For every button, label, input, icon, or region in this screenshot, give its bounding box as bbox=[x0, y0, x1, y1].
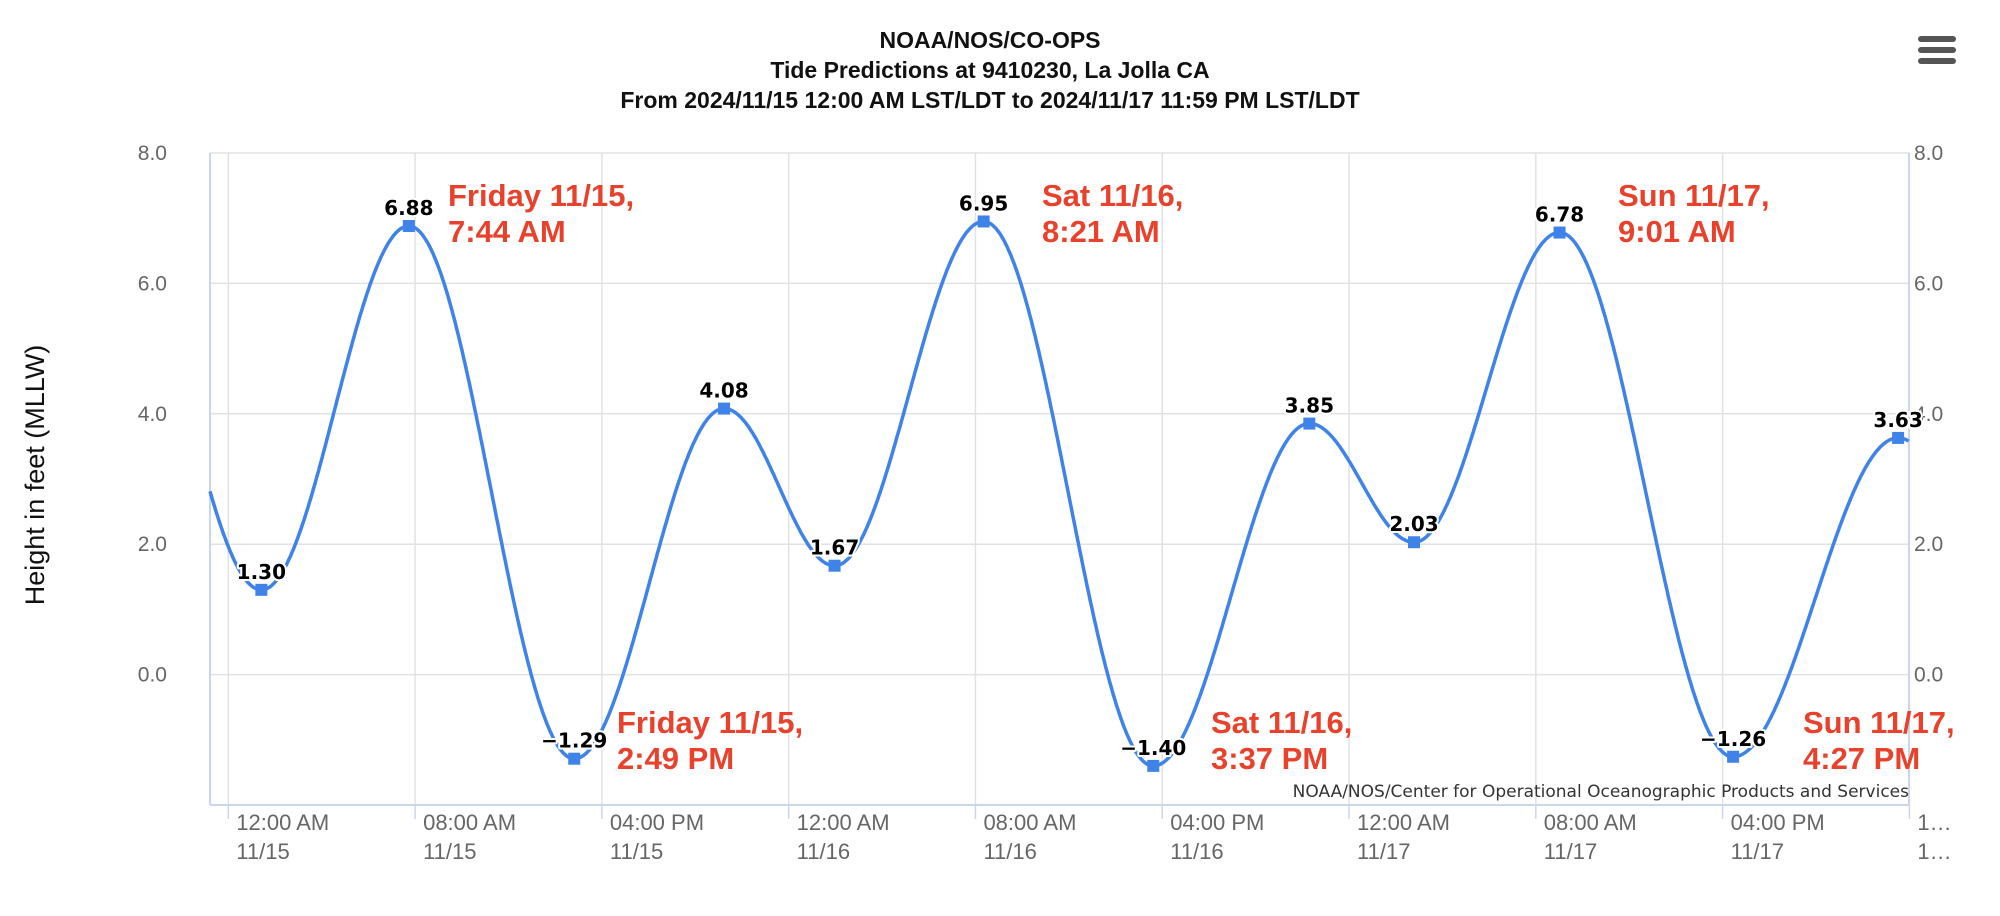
menu-bar bbox=[1918, 36, 1956, 42]
y-tick-label-right: 6.0 bbox=[1914, 272, 1943, 295]
annotation-time: 4:27 PM bbox=[1803, 741, 1920, 776]
tide-marker[interactable] bbox=[1303, 417, 1316, 430]
tide-data-label: −1.26 bbox=[1700, 727, 1766, 751]
x-tick-label-date: 11/15 bbox=[423, 839, 476, 864]
tide-marker[interactable] bbox=[1553, 226, 1566, 239]
y-tick-label-right: 4.0 bbox=[1914, 403, 1943, 426]
x-tick-label-date: 11/17 bbox=[1357, 839, 1410, 864]
x-tick-label-time: 08:00 AM bbox=[1544, 810, 1637, 835]
y-tick-label: 0.0 bbox=[138, 664, 167, 687]
y-axis-label: Height in feet (MLLW) bbox=[20, 345, 50, 606]
y-tick-label: 4.0 bbox=[138, 403, 167, 426]
x-tick-label-date: 11/17 bbox=[1544, 839, 1597, 864]
tide-marker[interactable] bbox=[828, 559, 841, 572]
tide-data-label: 1.67 bbox=[810, 536, 859, 560]
tide-data-label: 6.88 bbox=[384, 196, 433, 220]
chart-date-range: From 2024/11/15 12:00 AM LST/LDT to 2024… bbox=[620, 87, 1359, 113]
annotation-day: Sun 11/17, bbox=[1618, 178, 1770, 213]
tide-series-line bbox=[208, 219, 1910, 768]
chart-subtitle: Tide Predictions at 9410230, La Jolla CA bbox=[770, 57, 1209, 83]
x-tick-label-time: 12:00 AM bbox=[1357, 810, 1450, 835]
annotation-time: 8:21 AM bbox=[1042, 214, 1160, 249]
y-tick-labels-left: 8.0 6.0 4.0 2.0 0.0 bbox=[138, 142, 167, 687]
y-tick-label-right: 8.0 bbox=[1914, 142, 1943, 165]
tide-data-label: −1.40 bbox=[1120, 736, 1186, 760]
tide-marker[interactable] bbox=[255, 583, 268, 596]
tide-data-label: 4.08 bbox=[699, 379, 748, 403]
tide-marker[interactable] bbox=[718, 402, 731, 415]
menu-bar bbox=[1918, 47, 1956, 53]
grid-layer bbox=[210, 152, 1911, 805]
x-tick-label-time: 12:00 AM bbox=[236, 810, 329, 835]
x-tick-label-date: 11/16 bbox=[797, 839, 850, 864]
data-label-layer: 1.30 6.88 −1.29 4.08 1.67 6.95 −1.40 3.85 2.03 6.… bbox=[235, 189, 1925, 761]
hamburger-menu-icon[interactable] bbox=[1918, 36, 1956, 70]
tide-marker[interactable] bbox=[1408, 536, 1421, 549]
tide-data-label: 3.85 bbox=[1285, 394, 1334, 418]
tide-marker[interactable] bbox=[1892, 431, 1905, 444]
x-tick-label-time: 04:00 PM bbox=[610, 810, 704, 835]
annotation-time: 2:49 PM bbox=[617, 741, 734, 776]
annotation-time: 9:01 AM bbox=[1618, 214, 1736, 249]
annotation-day: Friday 11/15, bbox=[617, 705, 803, 740]
tide-marker[interactable] bbox=[977, 215, 990, 228]
x-tick-label-time: 04:00 PM bbox=[1170, 810, 1264, 835]
y-tick-labels-right: 8.0 6.0 4.0 2.0 0.0 bbox=[1914, 142, 1943, 687]
series-layer bbox=[208, 219, 1910, 768]
x-tick-label-date: 11/15 bbox=[236, 839, 289, 864]
tide-data-label: 3.63 bbox=[1873, 408, 1922, 432]
annotation-day: Friday 11/15, bbox=[448, 178, 634, 213]
tide-data-label: 2.03 bbox=[1389, 512, 1438, 536]
annotation-time: 7:44 AM bbox=[448, 214, 566, 249]
tide-marker[interactable] bbox=[1727, 750, 1740, 763]
y-tick-label-right: 0.0 bbox=[1914, 664, 1943, 687]
x-tick-label-date: 11/16 bbox=[1170, 839, 1223, 864]
menu-bar bbox=[1918, 58, 1956, 64]
y-tick-label: 6.0 bbox=[138, 272, 167, 295]
x-tick-label-time: 1… bbox=[1917, 810, 1951, 835]
chart-credits: NOAA/NOS/Center for Operational Oceanogr… bbox=[1293, 782, 1909, 802]
marker-layer bbox=[255, 215, 1905, 772]
tide-data-label: 6.78 bbox=[1535, 203, 1584, 227]
annotation-day: Sun 11/17, bbox=[1803, 705, 1955, 740]
x-tick-label-time: 08:00 AM bbox=[983, 810, 1076, 835]
y-tick-label: 2.0 bbox=[138, 533, 167, 556]
x-tick-labels: 12:00 AM 11/15 08:00 AM 11/15 04:00 PM 11/15 1… bbox=[236, 810, 1951, 864]
tide-data-label: −1.29 bbox=[541, 729, 607, 753]
chart-title: NOAA/NOS/CO-OPS bbox=[879, 27, 1100, 53]
y-tick-label: 8.0 bbox=[138, 142, 167, 165]
x-tick-label-date: 1… bbox=[1917, 839, 1951, 864]
y-tick-label-right: 2.0 bbox=[1914, 533, 1943, 556]
x-tick-label-time: 12:00 AM bbox=[797, 810, 890, 835]
annotation-day: Sat 11/16, bbox=[1042, 178, 1183, 213]
tide-marker[interactable] bbox=[402, 220, 415, 233]
x-tick-label-time: 08:00 AM bbox=[423, 810, 516, 835]
tide-data-label: 6.95 bbox=[959, 191, 1008, 215]
axis-layer bbox=[209, 153, 1911, 819]
x-tick-label-date: 11/17 bbox=[1731, 839, 1784, 864]
x-tick-label-date: 11/15 bbox=[610, 839, 663, 864]
tide-marker[interactable] bbox=[568, 752, 581, 765]
tide-marker[interactable] bbox=[1147, 759, 1160, 772]
tide-data-label: 1.30 bbox=[237, 560, 286, 584]
annotation-time: 3:37 PM bbox=[1211, 741, 1328, 776]
x-tick-label-time: 04:00 PM bbox=[1731, 810, 1825, 835]
x-tick-label-date: 11/16 bbox=[983, 839, 1036, 864]
annotation-day: Sat 11/16, bbox=[1211, 705, 1352, 740]
